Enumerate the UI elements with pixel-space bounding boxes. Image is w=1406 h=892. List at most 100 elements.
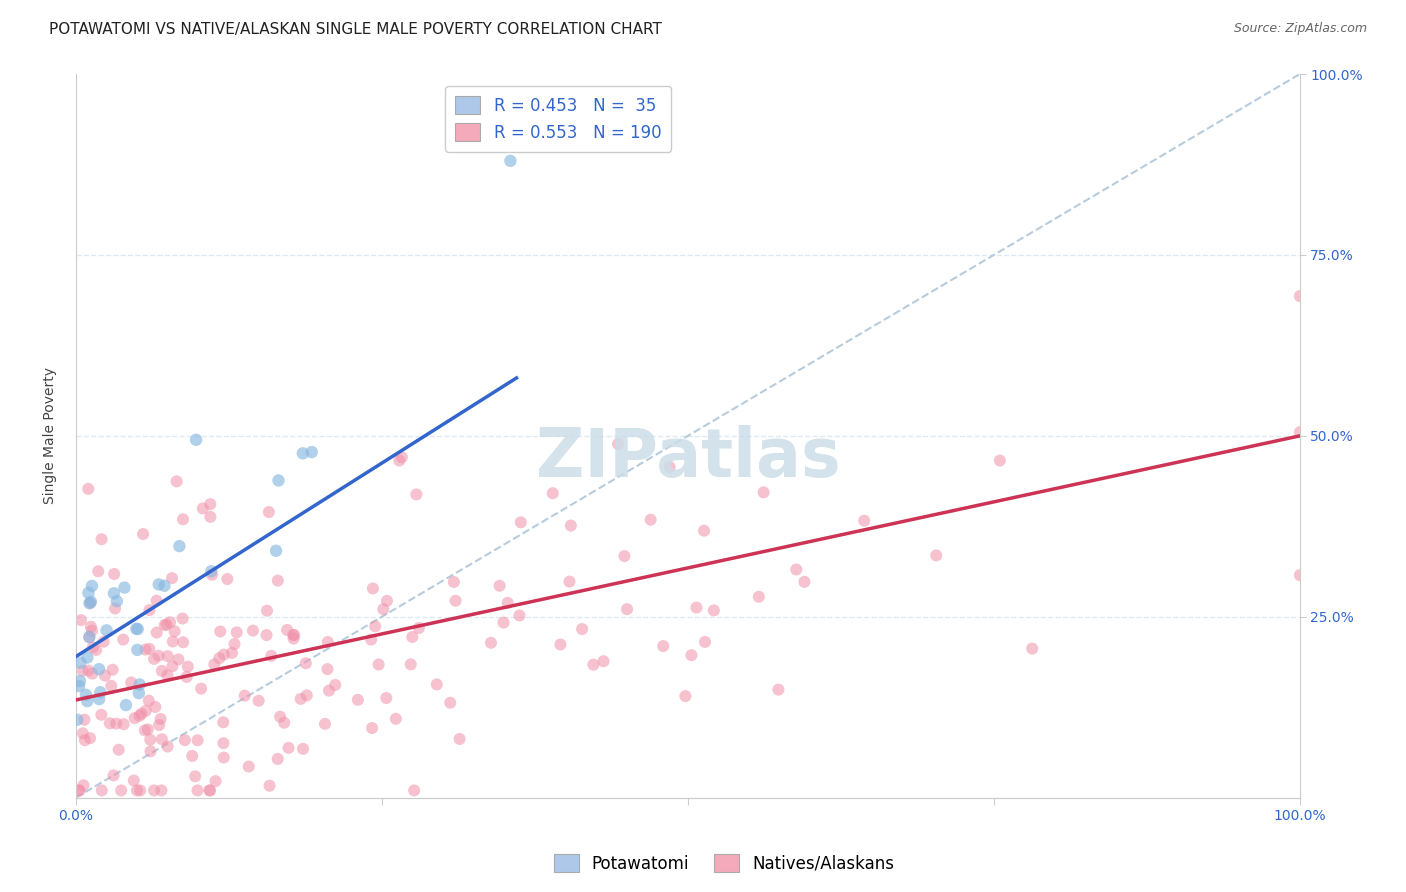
Point xyxy=(122,773,145,788)
Point xyxy=(571,622,593,636)
Point xyxy=(159,615,181,630)
Point xyxy=(550,638,572,652)
Point xyxy=(87,662,110,676)
Point xyxy=(79,596,101,610)
Point xyxy=(200,564,222,578)
Point xyxy=(72,778,94,792)
Point xyxy=(163,624,186,639)
Point xyxy=(673,689,696,703)
Point xyxy=(616,602,638,616)
Point xyxy=(80,595,103,609)
Point xyxy=(148,577,170,591)
Text: ZIPatlas: ZIPatlas xyxy=(536,425,841,491)
Point xyxy=(301,445,323,459)
Point xyxy=(128,708,150,723)
Point xyxy=(155,617,177,632)
Point xyxy=(361,582,384,596)
Point xyxy=(114,581,136,595)
Point xyxy=(499,153,522,168)
Point xyxy=(120,675,142,690)
Point xyxy=(89,692,111,706)
Point xyxy=(90,533,112,547)
Point xyxy=(67,783,90,797)
Point xyxy=(143,652,166,666)
Point xyxy=(172,635,194,649)
Point xyxy=(128,686,150,700)
Point xyxy=(125,622,148,636)
Point xyxy=(131,706,153,721)
Point xyxy=(79,596,101,610)
Point xyxy=(80,579,103,593)
Point xyxy=(323,678,346,692)
Point xyxy=(138,694,160,708)
Point xyxy=(177,659,200,673)
Point xyxy=(90,707,112,722)
Point xyxy=(283,632,305,646)
Point xyxy=(212,648,235,662)
Point xyxy=(134,642,156,657)
Point xyxy=(316,635,339,649)
Point xyxy=(76,650,98,665)
Point xyxy=(82,666,104,681)
Point xyxy=(69,656,91,670)
Point xyxy=(492,615,515,630)
Point xyxy=(283,628,305,642)
Point xyxy=(156,649,179,664)
Point xyxy=(139,732,162,747)
Point xyxy=(124,711,146,725)
Point xyxy=(187,733,209,747)
Point xyxy=(238,759,260,773)
Point xyxy=(508,608,530,623)
Point xyxy=(200,509,222,524)
Point xyxy=(93,634,115,648)
Point xyxy=(79,630,101,644)
Point xyxy=(426,677,449,691)
Point xyxy=(70,613,93,627)
Point xyxy=(212,750,235,764)
Point xyxy=(613,549,636,563)
Point xyxy=(135,704,157,718)
Point xyxy=(166,475,188,489)
Point xyxy=(273,715,295,730)
Point xyxy=(169,539,191,553)
Point xyxy=(198,783,221,797)
Point xyxy=(184,769,207,783)
Point xyxy=(128,677,150,691)
Point xyxy=(94,668,117,682)
Point xyxy=(143,700,166,714)
Point xyxy=(658,460,681,475)
Point xyxy=(143,783,166,797)
Point xyxy=(134,723,156,738)
Point xyxy=(80,620,103,634)
Point xyxy=(132,527,155,541)
Point xyxy=(190,681,212,696)
Point xyxy=(1288,568,1310,582)
Point xyxy=(693,524,716,538)
Point xyxy=(221,646,243,660)
Point xyxy=(72,664,94,678)
Point xyxy=(267,474,290,488)
Point xyxy=(295,657,318,671)
Point xyxy=(408,621,430,635)
Point xyxy=(853,514,876,528)
Point xyxy=(150,732,173,747)
Text: POTAWATOMI VS NATIVE/ALASKAN SINGLE MALE POVERTY CORRELATION CHART: POTAWATOMI VS NATIVE/ALASKAN SINGLE MALE… xyxy=(49,22,662,37)
Point xyxy=(257,505,280,519)
Legend: Potawatomi, Natives/Alaskans: Potawatomi, Natives/Alaskans xyxy=(547,847,901,880)
Point xyxy=(925,549,948,563)
Point xyxy=(79,731,101,746)
Point xyxy=(198,783,221,797)
Point xyxy=(360,632,382,647)
Point xyxy=(127,622,149,636)
Point xyxy=(101,663,124,677)
Point xyxy=(103,586,125,600)
Point xyxy=(401,630,423,644)
Point xyxy=(217,572,239,586)
Point xyxy=(439,696,461,710)
Point xyxy=(69,674,91,689)
Point xyxy=(148,718,170,732)
Point xyxy=(145,625,167,640)
Point xyxy=(129,783,152,797)
Point xyxy=(77,664,100,678)
Point xyxy=(107,742,129,756)
